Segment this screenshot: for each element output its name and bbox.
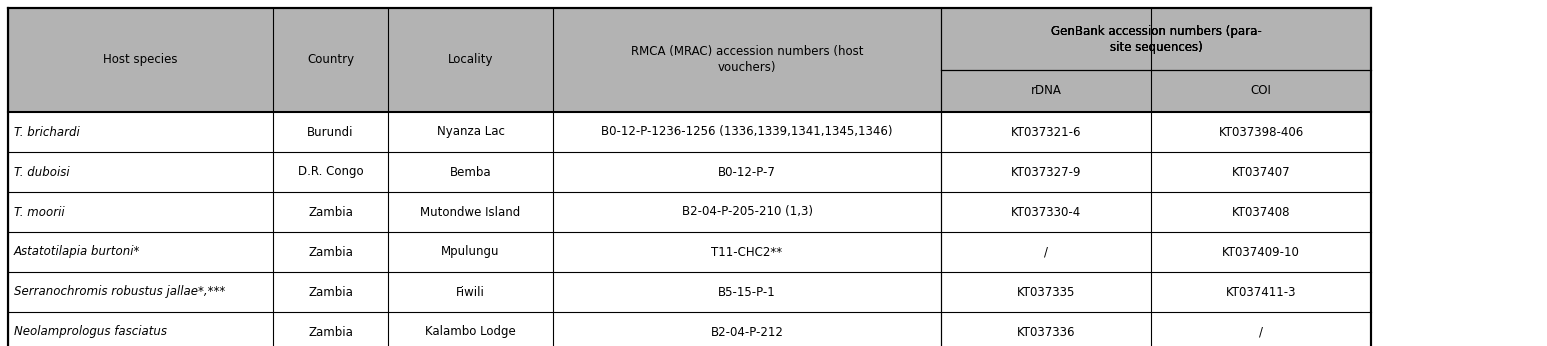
Bar <box>272 152 388 192</box>
Bar <box>942 9 1151 70</box>
Text: Zambia: Zambia <box>308 246 353 258</box>
Bar <box>8 192 272 232</box>
Bar <box>8 112 272 152</box>
Bar <box>272 192 388 232</box>
Text: Bemba: Bemba <box>450 165 492 179</box>
Text: B5-15-P-1: B5-15-P-1 <box>718 285 777 299</box>
Text: B0-12-P-1236-1256 (1336,1339,1341,1345,1346): B0-12-P-1236-1256 (1336,1339,1341,1345,1… <box>602 126 893 138</box>
Bar <box>1151 152 1371 192</box>
Text: Locality: Locality <box>447 54 493 66</box>
Bar <box>388 312 552 346</box>
Bar <box>272 8 388 112</box>
Text: KT037336: KT037336 <box>1016 326 1075 338</box>
Bar <box>1151 272 1371 312</box>
Bar <box>941 112 1151 152</box>
Bar <box>941 192 1151 232</box>
Bar <box>552 232 941 272</box>
Text: KT037321-6: KT037321-6 <box>1010 126 1081 138</box>
Bar <box>941 8 1371 70</box>
Text: /: / <box>1259 326 1262 338</box>
Bar <box>552 8 941 112</box>
Text: D.R. Congo: D.R. Congo <box>297 165 364 179</box>
Text: Neolamprologus fasciatus: Neolamprologus fasciatus <box>14 326 167 338</box>
Text: Burundi: Burundi <box>308 126 354 138</box>
Text: GenBank accession numbers (para-
site sequences): GenBank accession numbers (para- site se… <box>1050 25 1261 54</box>
Text: KT037409-10: KT037409-10 <box>1222 246 1299 258</box>
Text: KT037411-3: KT037411-3 <box>1225 285 1296 299</box>
Bar <box>8 312 272 346</box>
Bar <box>1151 112 1371 152</box>
Bar <box>552 312 941 346</box>
Bar <box>941 232 1151 272</box>
Text: Zambia: Zambia <box>308 285 353 299</box>
Text: KT037327-9: KT037327-9 <box>1010 165 1081 179</box>
Text: KT037330-4: KT037330-4 <box>1010 206 1081 219</box>
Text: COI: COI <box>1250 84 1272 98</box>
Bar <box>388 152 552 192</box>
Text: B2-04-P-212: B2-04-P-212 <box>710 326 783 338</box>
Text: Astatotilapia burtoni*: Astatotilapia burtoni* <box>14 246 141 258</box>
Bar <box>1151 312 1371 346</box>
Bar <box>8 152 272 192</box>
Text: Host species: Host species <box>104 54 178 66</box>
Text: Fiwili: Fiwili <box>456 285 484 299</box>
Bar <box>272 232 388 272</box>
Bar <box>1151 232 1371 272</box>
Text: GenBank accession numbers (para-
site sequences): GenBank accession numbers (para- site se… <box>1050 25 1261 54</box>
Bar <box>941 312 1151 346</box>
Text: Zambia: Zambia <box>308 206 353 219</box>
Text: T. moorii: T. moorii <box>14 206 65 219</box>
Bar <box>388 192 552 232</box>
Text: KT037408: KT037408 <box>1231 206 1290 219</box>
Text: Zambia: Zambia <box>308 326 353 338</box>
Text: Country: Country <box>306 54 354 66</box>
Bar <box>552 192 941 232</box>
Bar <box>8 272 272 312</box>
Text: Mutondwe Island: Mutondwe Island <box>421 206 521 219</box>
Text: KT037398-406: KT037398-406 <box>1219 126 1304 138</box>
Text: T. brichardi: T. brichardi <box>14 126 80 138</box>
Text: KT037407: KT037407 <box>1231 165 1290 179</box>
Text: Mpulungu: Mpulungu <box>441 246 500 258</box>
Bar <box>388 232 552 272</box>
Text: RMCA (MRAC) accession numbers (host
vouchers): RMCA (MRAC) accession numbers (host vouc… <box>631 46 863 74</box>
Bar <box>941 272 1151 312</box>
Bar <box>388 8 552 112</box>
Text: Kalambo Lodge: Kalambo Lodge <box>425 326 515 338</box>
Text: /: / <box>1044 246 1047 258</box>
Text: GenBank accession numbers (para-
site sequences): GenBank accession numbers (para- site se… <box>1050 25 1261 54</box>
Bar <box>388 272 552 312</box>
Bar <box>552 272 941 312</box>
Bar <box>552 152 941 192</box>
Bar <box>8 8 272 112</box>
Bar <box>272 272 388 312</box>
Bar <box>388 112 552 152</box>
Bar <box>1151 70 1371 112</box>
Bar <box>8 232 272 272</box>
Text: KT037335: KT037335 <box>1016 285 1075 299</box>
Text: Serranochromis robustus jallae*,***: Serranochromis robustus jallae*,*** <box>14 285 226 299</box>
Text: Nyanza Lac: Nyanza Lac <box>436 126 504 138</box>
Text: T. duboisi: T. duboisi <box>14 165 70 179</box>
Bar <box>552 112 941 152</box>
Bar <box>272 312 388 346</box>
Text: B0-12-P-7: B0-12-P-7 <box>718 165 777 179</box>
Bar <box>941 152 1151 192</box>
Bar <box>941 8 1371 70</box>
Bar <box>272 112 388 152</box>
Bar <box>1151 192 1371 232</box>
Bar <box>941 70 1151 112</box>
Text: rDNA: rDNA <box>1030 84 1061 98</box>
Text: T11-CHC2**: T11-CHC2** <box>712 246 783 258</box>
Text: B2-04-P-205-210 (1,3): B2-04-P-205-210 (1,3) <box>682 206 812 219</box>
